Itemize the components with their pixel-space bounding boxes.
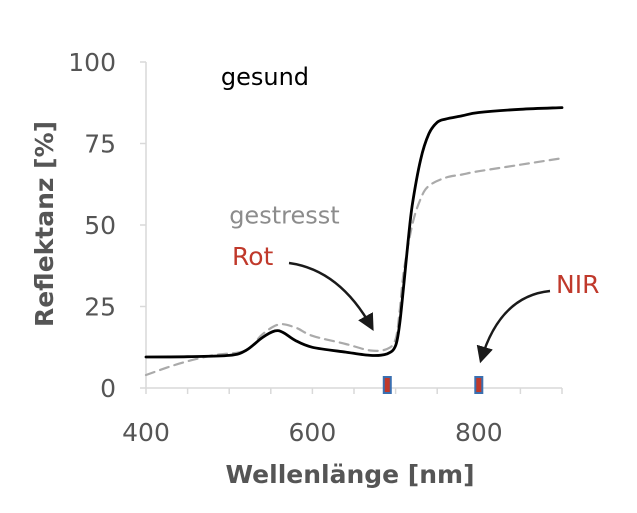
y-tick-label: 100 bbox=[68, 48, 116, 77]
annotation-label-nir: NIR bbox=[556, 270, 599, 299]
x-tick-label: 400 bbox=[122, 418, 170, 447]
y-tick-label: 25 bbox=[84, 293, 116, 322]
series-label-gestresst: gestresst bbox=[229, 201, 339, 229]
y-tick-label: 50 bbox=[84, 211, 116, 240]
annotations: Rot NIR bbox=[232, 242, 599, 364]
x-tick-label: 800 bbox=[455, 418, 503, 447]
band-markers bbox=[382, 376, 484, 394]
y-tick-label: 75 bbox=[84, 130, 116, 159]
x-tick-label: 600 bbox=[289, 418, 337, 447]
ticks: 0 25 50 75 100 400 600 800 bbox=[68, 48, 563, 447]
x-axis-title: Wellenlänge [nm] bbox=[225, 460, 474, 489]
annotation-arrow-nir bbox=[476, 289, 551, 364]
annotation-label-rot: Rot bbox=[232, 242, 274, 271]
annotation-arrow-rot bbox=[288, 261, 374, 331]
series-line-gesund bbox=[144, 106, 564, 359]
series-lines: gesund gestresst bbox=[144, 63, 564, 377]
band-marker-nir bbox=[474, 376, 484, 394]
band-marker-rot bbox=[382, 376, 392, 394]
y-tick-label: 0 bbox=[100, 374, 116, 403]
y-axis-title: Reflektanz [%] bbox=[30, 121, 59, 327]
series-line-gestresst bbox=[144, 157, 564, 377]
series-label-gesund: gesund bbox=[221, 63, 309, 91]
